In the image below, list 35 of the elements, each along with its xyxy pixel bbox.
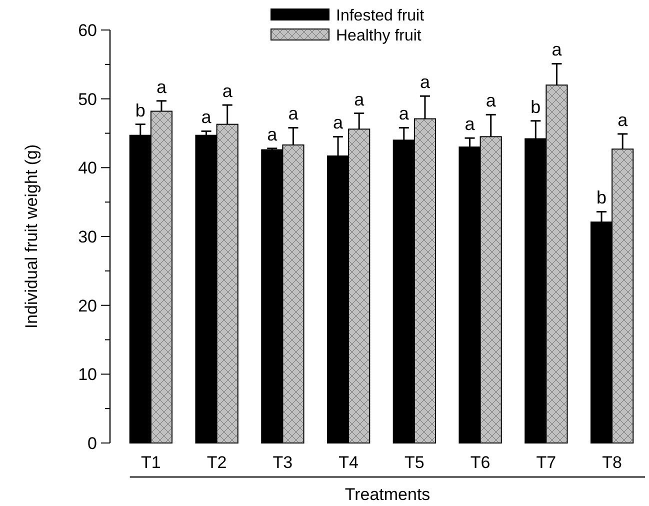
annotation: a <box>288 104 300 124</box>
annotation: a <box>464 114 476 134</box>
y-tick-label: 0 <box>88 434 97 453</box>
annotation: a <box>618 110 629 130</box>
x-tick-label: T3 <box>272 453 293 472</box>
x-tick-label: T1 <box>141 453 161 472</box>
annotation: a <box>333 112 344 133</box>
annotation: a <box>420 72 431 92</box>
x-tick-label: T6 <box>470 453 490 472</box>
y-tick-label: 40 <box>78 158 97 178</box>
annotation: a <box>354 89 366 110</box>
annotation: b <box>530 96 541 117</box>
y-axis-title: Individual fruit weight (g) <box>22 144 41 329</box>
x-tick-label: T4 <box>338 453 358 472</box>
annotation: a <box>156 76 168 97</box>
legend-label: Infested fruit <box>336 8 425 25</box>
y-tick-label: 10 <box>78 365 97 384</box>
annotation: a <box>552 40 563 60</box>
y-tick-label: 30 <box>78 227 97 246</box>
x-tick-label: T7 <box>536 453 556 472</box>
annotation: a <box>201 107 212 128</box>
x-tick-label: T5 <box>404 453 424 472</box>
x-tick-label: T8 <box>602 453 622 472</box>
annotation: b <box>135 100 146 120</box>
annotation: a <box>267 124 278 144</box>
y-tick-label: 60 <box>78 20 97 40</box>
annotation: a <box>486 90 497 111</box>
y-tick-label: 20 <box>78 296 97 316</box>
annotation: b <box>596 188 607 208</box>
annotation: a <box>222 81 234 102</box>
y-tick-label: 50 <box>78 90 97 109</box>
x-tick-label: T2 <box>206 453 227 472</box>
x-axis-title: Treatments <box>344 485 430 504</box>
annotation: a <box>398 104 410 124</box>
legend-label: Healthy fruit <box>336 28 422 45</box>
